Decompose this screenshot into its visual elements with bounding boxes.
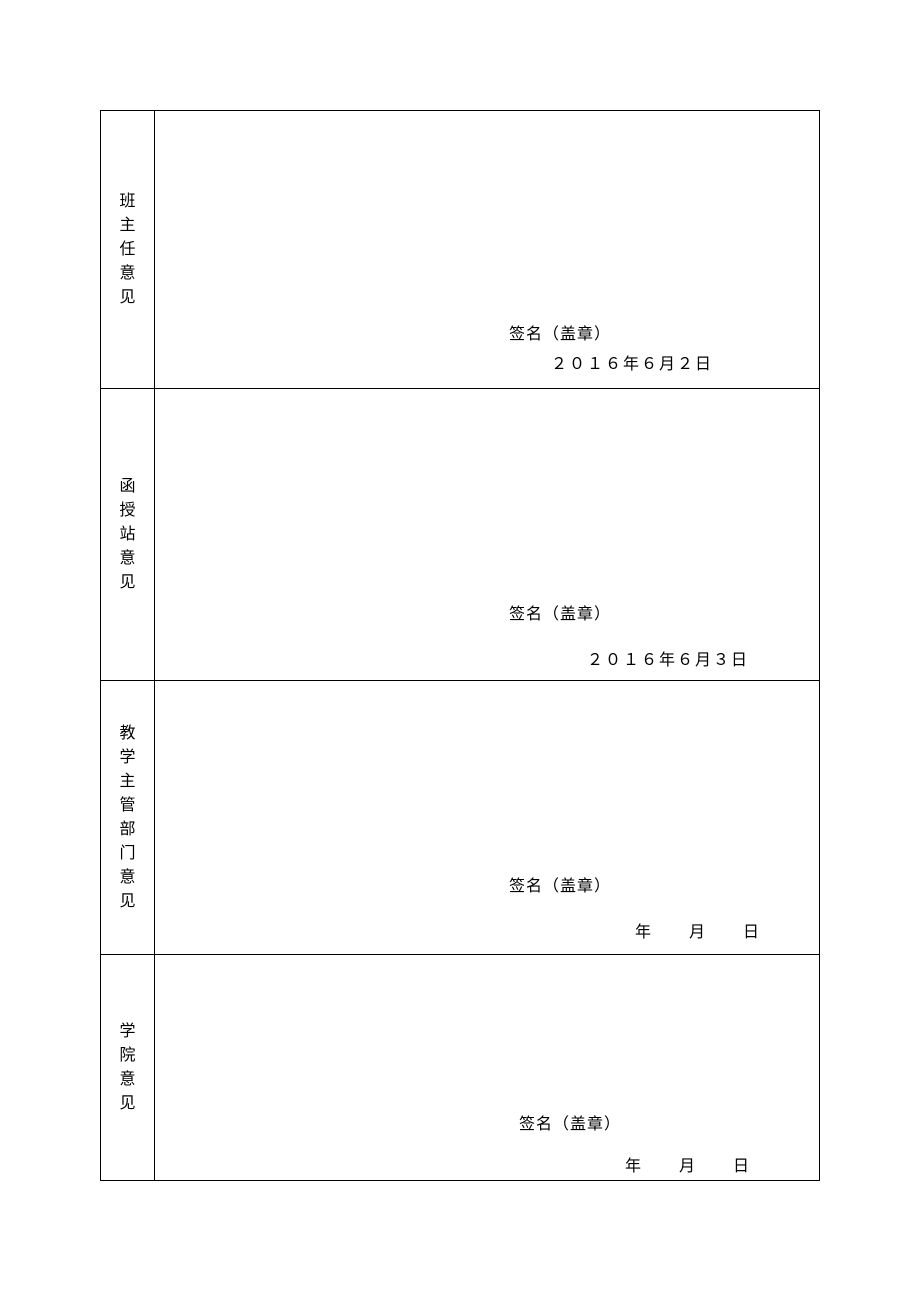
date-text: ２０１６年６月２日 xyxy=(551,350,713,374)
signature-label: 签名（盖章） xyxy=(509,872,611,896)
table-row: 函授站意见 签名（盖章） ２０１６年６月３日 xyxy=(101,389,820,681)
row-label: 学院意见 xyxy=(101,955,154,1180)
signature-label: 签名（盖章） xyxy=(509,600,611,624)
row-body-cell: 签名（盖章） 年 月 日 xyxy=(155,955,820,1181)
row-label-cell: 教学主管部门意见 xyxy=(101,681,155,955)
date-text: 年 月 日 xyxy=(635,918,761,942)
row-body-cell: 签名（盖章） ２０１６年６月３日 xyxy=(155,389,820,681)
row-body: 签名（盖章） 年 月 日 xyxy=(155,955,819,1180)
row-label: 教学主管部门意见 xyxy=(101,681,154,954)
row-label-cell: 学院意见 xyxy=(101,955,155,1181)
row-body-cell: 签名（盖章） 年 月 日 xyxy=(155,681,820,955)
signature-label: 签名（盖章） xyxy=(519,1110,621,1134)
row-body: 签名（盖章） ２０１６年６月２日 xyxy=(155,111,819,388)
row-body: 签名（盖章） 年 月 日 xyxy=(155,681,819,954)
row-body-cell: 签名（盖章） ２０１６年６月２日 xyxy=(155,111,820,389)
row-label-cell: 班主任意见 xyxy=(101,111,155,389)
table-row: 班主任意见 签名（盖章） ２０１６年６月２日 xyxy=(101,111,820,389)
page: 班主任意见 签名（盖章） ２０１６年６月２日 函授站意见 签名（盖章） ２０１６… xyxy=(0,0,920,1281)
signature-label: 签名（盖章） xyxy=(509,320,611,344)
approval-form-table: 班主任意见 签名（盖章） ２０１６年６月２日 函授站意见 签名（盖章） ２０１６… xyxy=(100,110,820,1181)
row-label: 班主任意见 xyxy=(101,111,154,388)
date-text: ２０１６年６月３日 xyxy=(587,646,749,670)
table-row: 学院意见 签名（盖章） 年 月 日 xyxy=(101,955,820,1181)
row-label: 函授站意见 xyxy=(101,389,154,680)
date-text: 年 月 日 xyxy=(625,1152,751,1176)
row-label-cell: 函授站意见 xyxy=(101,389,155,681)
table-row: 教学主管部门意见 签名（盖章） 年 月 日 xyxy=(101,681,820,955)
row-body: 签名（盖章） ２０１６年６月３日 xyxy=(155,389,819,680)
